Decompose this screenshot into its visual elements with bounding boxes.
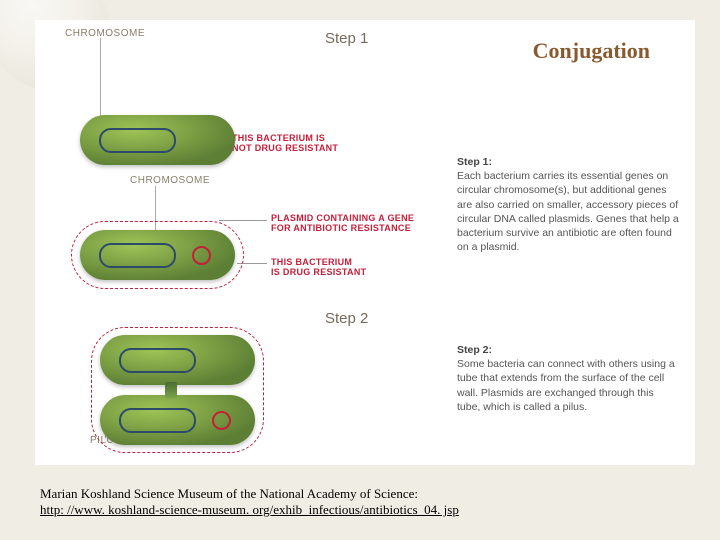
diagram-panel: Conjugation Step 1 Step 2 CHROMOSOME CHR… (35, 20, 695, 465)
bacterium (80, 115, 235, 165)
step-2-heading: Step 2: (457, 344, 492, 356)
bacterium (80, 230, 235, 280)
chromosome-label-1: CHROMOSOME (65, 28, 145, 39)
step-1-body: Each bacterium carries its essential gen… (457, 170, 679, 253)
step-1-heading: Step 1: (457, 156, 492, 168)
bacterium (100, 335, 255, 385)
chromosome (99, 243, 177, 268)
step-2-description: Step 2: Some bacteria can connect with o… (457, 343, 679, 414)
annotation-resistant: THIS BACTERIUMIS DRUG RESISTANT (271, 257, 366, 278)
bacterium (100, 395, 255, 445)
main-title: Conjugation (533, 38, 650, 64)
annotation-plasmid: PLASMID CONTAINING A GENEFOR ANTIBIOTIC … (271, 213, 414, 234)
step-2-label: Step 2 (325, 310, 368, 327)
chromosome (99, 128, 177, 153)
step-1-label: Step 1 (325, 30, 368, 47)
citation-line-2: http: //www. koshland-science-museum. or… (40, 502, 459, 518)
chromosome (119, 348, 197, 373)
annotation-not-resistant: THIS BACTERIUM ISNOT DRUG RESISTANT (232, 133, 338, 154)
leader-plasmid (219, 220, 267, 221)
step-2-body: Some bacteria can connect with others us… (457, 358, 675, 413)
chromosome-label-2: CHROMOSOME (130, 175, 210, 186)
chromosome (119, 408, 197, 433)
pilus-tube (165, 382, 177, 398)
plasmid (212, 411, 231, 430)
citation: Marian Koshland Science Museum of the Na… (40, 486, 459, 518)
step-1-description: Step 1: Each bacterium carries its essen… (457, 155, 679, 254)
citation-line-1: Marian Koshland Science Museum of the Na… (40, 486, 459, 502)
plasmid (192, 246, 211, 265)
